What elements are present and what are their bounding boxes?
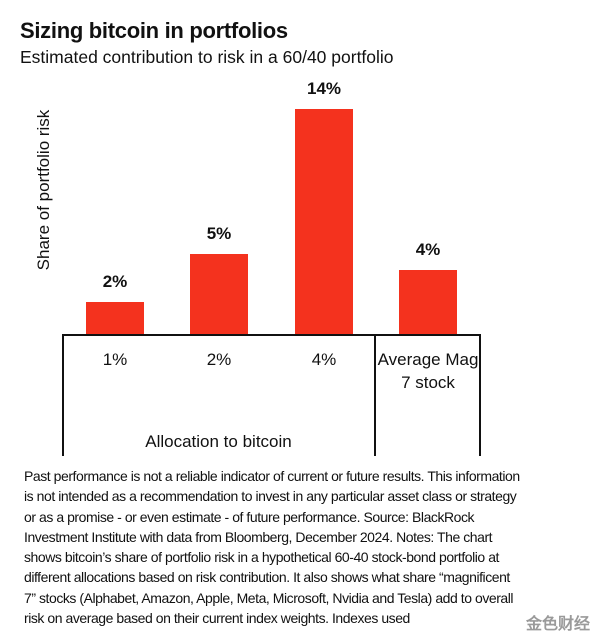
x-tick-label: 4% [311,350,337,369]
x-tick-label: 1% [102,350,128,369]
bar [190,253,248,334]
chart-subtitle: Estimated contribution to risk in a 60/4… [20,47,394,67]
divider [62,334,64,456]
x-tick-label: 2% [206,350,232,369]
bar [295,109,353,334]
bar [399,269,457,334]
x-axis-label: Allocation to bitcoin [145,432,292,451]
divider [479,334,481,456]
data-label: 4% [415,239,441,259]
data-label: 14% [306,79,342,99]
divider [374,334,376,456]
data-label: 2% [102,271,128,291]
x-axis-line [62,334,481,336]
data-label: 5% [206,223,232,243]
bar [86,301,144,334]
chart-title: Sizing bitcoin in portfolios [20,18,288,43]
y-axis-label: Share of portfolio risk [34,109,53,271]
watermark: 金色财经 [525,616,590,633]
x-tick-label: Average Mag 7 stock [377,350,479,392]
footnote: Past performance is not a reliable indic… [24,468,520,627]
